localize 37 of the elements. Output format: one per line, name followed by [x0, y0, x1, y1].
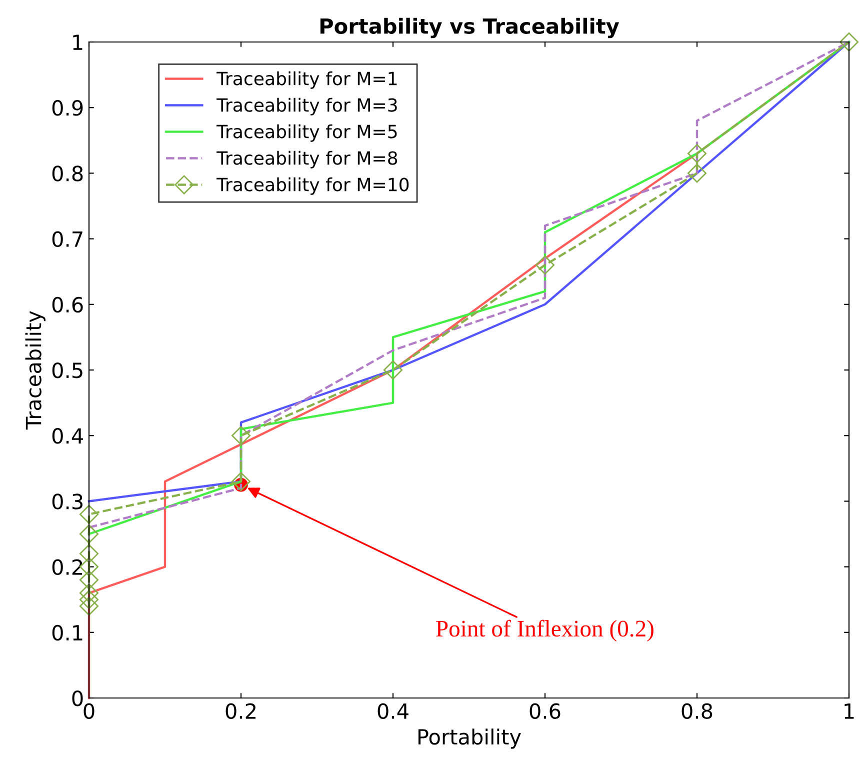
- point: [231, 426, 251, 446]
- point: [79, 524, 99, 544]
- legend-label: Traceability for M=8: [216, 150, 398, 168]
- x-axis-title: Portability: [418, 728, 521, 749]
- annotation: Point of Inflexion (0.2): [436, 620, 654, 642]
- x-tick-label: 0.4: [378, 703, 408, 719]
- y-tick-label: 0.3: [52, 494, 82, 510]
- y-tick-label: 0.7: [52, 231, 82, 248]
- y-tick-label: 1: [73, 34, 82, 50]
- y-tick-label: 0.1: [52, 624, 82, 641]
- x-tick-label: 0.8: [682, 703, 712, 719]
- y-tick-label: 0.4: [52, 428, 83, 444]
- legend-label: Traceability for M=1: [216, 71, 397, 89]
- x-tick-label: 0.2: [226, 703, 256, 719]
- point: [383, 360, 403, 380]
- chart-title: Portability vs Traceability: [320, 18, 620, 38]
- point: [535, 256, 555, 275]
- x-tick-label: 0.6: [530, 703, 560, 719]
- y-tick-label: 0: [72, 690, 83, 706]
- y-tick-label: 0.2: [52, 559, 82, 576]
- point: [687, 164, 707, 183]
- y-tick-label: 0.6: [52, 296, 83, 313]
- point: [79, 590, 99, 610]
- y-axis-title: Traceability: [25, 311, 46, 430]
- point: [231, 472, 251, 492]
- legend-label: Traceability for M=5: [216, 124, 397, 142]
- x-tick-label: 1: [844, 704, 854, 719]
- point: [79, 596, 99, 616]
- x-tick-label: 0: [84, 703, 94, 719]
- y-tick-label: 0.5: [52, 362, 82, 378]
- y-tick-label: 0.9: [52, 100, 83, 116]
- y-tick-label: 0.8: [52, 166, 83, 182]
- legend-label: Traceability for M=10: [216, 177, 409, 195]
- point: [687, 144, 707, 164]
- point: [79, 584, 99, 603]
- legend-label: Traceability for M=3: [216, 98, 397, 116]
- point: [839, 32, 859, 52]
